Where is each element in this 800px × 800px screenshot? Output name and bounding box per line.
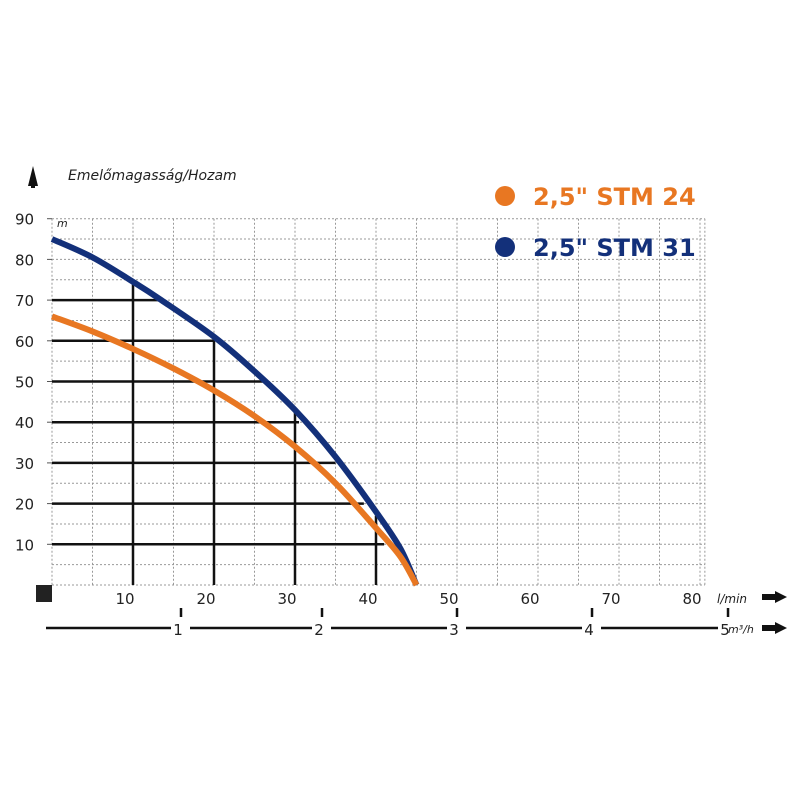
y-tick-label: 90	[15, 211, 34, 229]
x-tick-label: 30	[277, 590, 296, 608]
y-tick-label: 20	[15, 496, 34, 514]
x-unit: l/min	[717, 592, 747, 606]
x2-unit: m³/h	[728, 623, 754, 636]
x-tick-label: 70	[601, 590, 620, 608]
x2-tick-label: 5	[720, 621, 730, 639]
y-tick-label: 70	[15, 292, 34, 310]
y-tick-label: 50	[15, 374, 34, 392]
legend: 2,5" STM 24 2,5" STM 31	[495, 183, 696, 262]
legend-marker-stm31	[495, 237, 515, 257]
chart-title: Emelőmagasság/Hozam	[68, 168, 237, 184]
legend-label-stm24: 2,5" STM 24	[533, 183, 696, 211]
origin-marker	[36, 585, 52, 602]
x2-tick-label: 4	[584, 621, 594, 639]
y-tick-label: 30	[15, 455, 34, 473]
y-tick-label: 40	[15, 414, 34, 432]
y-tick-label: 80	[15, 251, 34, 269]
curve-stm31	[50, 236, 420, 587]
x-tick-label: 80	[682, 590, 701, 608]
x-tick-label: 50	[439, 590, 458, 608]
x2-tick-label: 2	[314, 621, 324, 639]
y-tick-label: 10	[15, 536, 34, 554]
x2-tick-label: 1	[173, 621, 183, 639]
legend-label-stm31: 2,5" STM 31	[533, 234, 696, 262]
reference-lines	[52, 281, 385, 585]
legend-marker-stm24	[495, 186, 515, 206]
x-axis-arrow-icon	[762, 591, 787, 603]
y-axis-ticks: 10 20 30 40 50 60 70 80 90	[15, 211, 52, 554]
x-tick-label: 40	[358, 590, 377, 608]
curve-stm24	[50, 313, 420, 587]
x-tick-label: 20	[196, 590, 215, 608]
y-unit: m	[57, 217, 68, 230]
y-tick-label: 60	[15, 333, 34, 351]
y-axis-arrow-icon	[28, 166, 38, 188]
x-tick-label: 10	[115, 590, 134, 608]
x2-axis-arrow-icon	[762, 622, 787, 634]
x2-tick-label: 3	[449, 621, 459, 639]
x-tick-label: 60	[520, 590, 539, 608]
curves	[50, 236, 420, 587]
m3h-axis: 1 2 3 4 5	[46, 608, 730, 639]
x-axis-ticks: 10 20 30 40 50 60 70 80	[115, 590, 701, 608]
